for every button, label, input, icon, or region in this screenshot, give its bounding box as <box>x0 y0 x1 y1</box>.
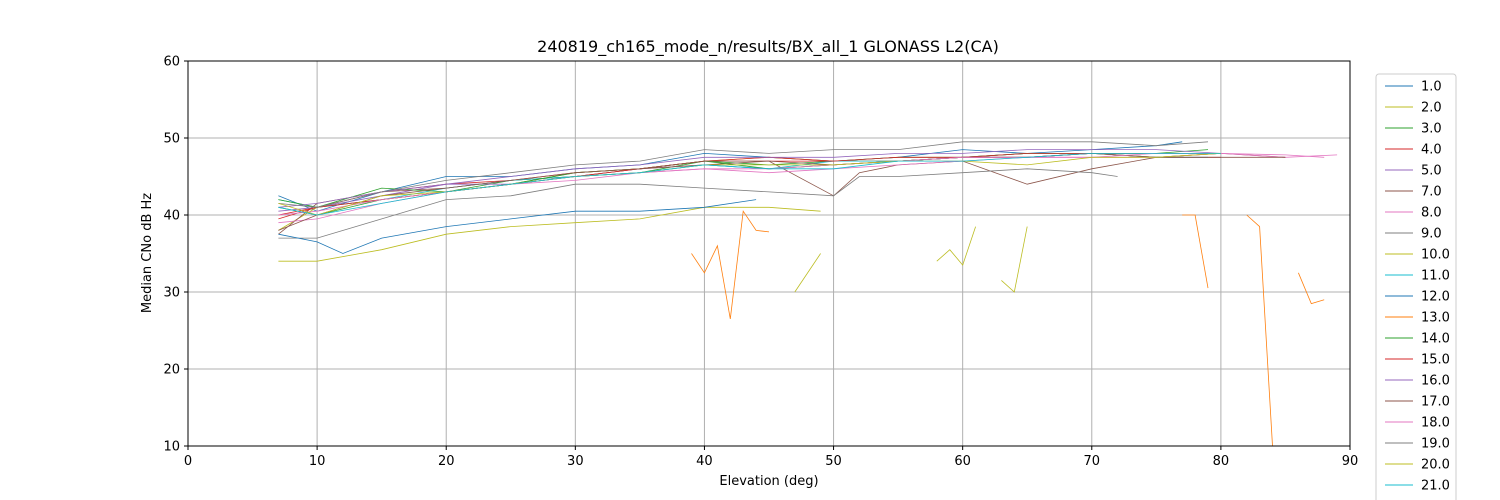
series-line-4.0 <box>278 152 1221 216</box>
series-group <box>278 141 1338 447</box>
series-line-19.0 <box>278 141 1209 208</box>
series-line-7.0 <box>278 152 1286 235</box>
x-axis-label: Elevation (deg) <box>719 474 818 489</box>
x-tick-label: 50 <box>825 454 842 469</box>
legend-label: 3.0 <box>1421 122 1442 137</box>
series-line-10.0 <box>1001 226 1028 293</box>
legend-label: 21.0 <box>1421 479 1450 494</box>
legend-label: 4.0 <box>1421 143 1442 158</box>
y-tick-label: 40 <box>163 209 180 224</box>
y-ticks: 10 20 30 40 50 60 <box>163 55 188 455</box>
legend-label: 20.0 <box>1421 458 1450 473</box>
legend-label: 5.0 <box>1421 164 1442 179</box>
x-tick-label: 60 <box>954 454 971 469</box>
series-line-14.0 <box>278 149 1209 208</box>
x-tick-label: 20 <box>438 454 455 469</box>
x-tick-label: 0 <box>184 454 192 469</box>
series-line-9.0 <box>278 168 1118 239</box>
series-line-3.0 <box>278 152 1221 216</box>
legend: 1.0 2.0 3.0 4.0 5.0 7.0 8.0 9.0 10.0 11.0 12.0 13.0… <box>1375 73 1457 500</box>
legend-label: 7.0 <box>1421 185 1442 200</box>
chart-title: 240819_ch165_mode_n/results/BX_all_1 GLO… <box>537 37 999 57</box>
x-tick-label: 80 <box>1213 454 1230 469</box>
y-tick-label: 30 <box>163 286 180 301</box>
series-line-12.0 <box>278 199 757 254</box>
series-line-1.0 <box>278 141 1183 212</box>
y-tick-label: 50 <box>163 132 180 147</box>
series-line-17.0 <box>278 152 1286 231</box>
series-line-10.0 <box>936 226 976 266</box>
x-tick-label: 40 <box>696 454 713 469</box>
series-line-21.0 <box>278 152 1221 216</box>
legend-label: 19.0 <box>1421 437 1450 452</box>
series-line-15.0 <box>278 152 1221 220</box>
x-tick-label: 70 <box>1084 454 1101 469</box>
legend-label: 13.0 <box>1421 311 1450 326</box>
x-ticks: 0 10 20 30 40 50 60 70 80 90 <box>184 446 1358 469</box>
legend-box <box>1375 73 1457 500</box>
legend-label: 15.0 <box>1421 353 1450 368</box>
legend-label: 9.0 <box>1421 227 1442 242</box>
series-line-20.0 <box>278 153 1221 216</box>
y-tick-label: 20 <box>163 363 180 378</box>
legend-label: 11.0 <box>1421 269 1450 284</box>
legend-label: 16.0 <box>1421 374 1450 389</box>
legend-label: 8.0 <box>1421 206 1442 221</box>
x-tick-label: 10 <box>309 454 326 469</box>
series-line-16.0 <box>278 149 1221 208</box>
legend-label: 12.0 <box>1421 290 1450 305</box>
legend-label: 1.0 <box>1421 80 1442 95</box>
series-line-13.0 <box>1298 272 1325 305</box>
legend-label: 10.0 <box>1421 248 1450 263</box>
series-line-13.0 <box>1246 214 1273 447</box>
series-line-10.0 <box>278 206 821 262</box>
legend-label: 17.0 <box>1421 395 1450 410</box>
series-line-13.0 <box>1182 214 1209 289</box>
legend-label: 14.0 <box>1421 332 1450 347</box>
x-tick-label: 90 <box>1342 454 1359 469</box>
y-tick-label: 60 <box>163 55 180 70</box>
legend-label: 2.0 <box>1421 101 1442 116</box>
y-axis-label: Median CNo dB Hz <box>140 193 155 313</box>
series-line-10.0 <box>794 253 821 293</box>
y-tick-label: 10 <box>163 440 180 455</box>
series-line-13.0 <box>691 210 770 319</box>
legend-label: 18.0 <box>1421 416 1450 431</box>
x-tick-label: 30 <box>567 454 584 469</box>
plot-frame <box>187 60 1351 447</box>
